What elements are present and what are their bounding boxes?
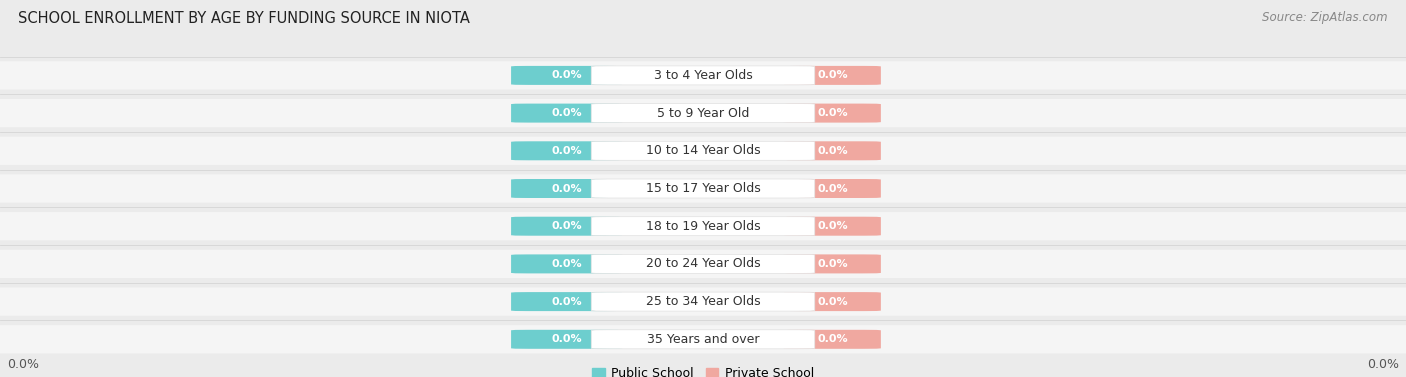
Text: 0.0%: 0.0% (817, 184, 848, 193)
FancyBboxPatch shape (785, 179, 880, 198)
Text: 0.0%: 0.0% (551, 108, 582, 118)
Text: 25 to 34 Year Olds: 25 to 34 Year Olds (645, 295, 761, 308)
Text: 0.0%: 0.0% (551, 221, 582, 231)
Text: 0.0%: 0.0% (817, 297, 848, 307)
Text: 0.0%: 0.0% (817, 221, 848, 231)
FancyBboxPatch shape (591, 141, 815, 160)
Text: 0.0%: 0.0% (817, 334, 848, 344)
Text: 0.0%: 0.0% (1367, 358, 1399, 371)
FancyBboxPatch shape (785, 141, 880, 160)
Text: 0.0%: 0.0% (551, 259, 582, 269)
Text: 0.0%: 0.0% (551, 70, 582, 80)
FancyBboxPatch shape (785, 66, 880, 85)
Text: 15 to 17 Year Olds: 15 to 17 Year Olds (645, 182, 761, 195)
Text: 35 Years and over: 35 Years and over (647, 333, 759, 346)
Text: 0.0%: 0.0% (551, 334, 582, 344)
FancyBboxPatch shape (785, 292, 880, 311)
FancyBboxPatch shape (0, 212, 1406, 241)
FancyBboxPatch shape (512, 330, 621, 349)
FancyBboxPatch shape (785, 330, 880, 349)
FancyBboxPatch shape (591, 179, 815, 198)
FancyBboxPatch shape (512, 66, 621, 85)
FancyBboxPatch shape (512, 104, 621, 123)
Text: 0.0%: 0.0% (817, 146, 848, 156)
FancyBboxPatch shape (0, 250, 1406, 278)
Text: 18 to 19 Year Olds: 18 to 19 Year Olds (645, 220, 761, 233)
Text: 0.0%: 0.0% (551, 184, 582, 193)
Text: 0.0%: 0.0% (551, 297, 582, 307)
FancyBboxPatch shape (591, 254, 815, 273)
Text: 20 to 24 Year Olds: 20 to 24 Year Olds (645, 257, 761, 270)
Text: Source: ZipAtlas.com: Source: ZipAtlas.com (1263, 11, 1388, 24)
FancyBboxPatch shape (512, 141, 621, 160)
FancyBboxPatch shape (591, 330, 815, 349)
FancyBboxPatch shape (0, 136, 1406, 165)
Text: 0.0%: 0.0% (817, 259, 848, 269)
Text: 0.0%: 0.0% (551, 146, 582, 156)
Text: 0.0%: 0.0% (7, 358, 39, 371)
Text: 3 to 4 Year Olds: 3 to 4 Year Olds (654, 69, 752, 82)
FancyBboxPatch shape (591, 66, 815, 85)
FancyBboxPatch shape (785, 217, 880, 236)
FancyBboxPatch shape (512, 217, 621, 236)
Text: 10 to 14 Year Olds: 10 to 14 Year Olds (645, 144, 761, 157)
Text: 0.0%: 0.0% (817, 70, 848, 80)
FancyBboxPatch shape (0, 61, 1406, 89)
FancyBboxPatch shape (785, 254, 880, 273)
FancyBboxPatch shape (512, 292, 621, 311)
FancyBboxPatch shape (512, 254, 621, 273)
FancyBboxPatch shape (591, 292, 815, 311)
FancyBboxPatch shape (785, 104, 880, 123)
Text: 0.0%: 0.0% (817, 108, 848, 118)
FancyBboxPatch shape (0, 174, 1406, 203)
FancyBboxPatch shape (591, 217, 815, 236)
Legend: Public School, Private School: Public School, Private School (592, 368, 814, 377)
Text: 5 to 9 Year Old: 5 to 9 Year Old (657, 107, 749, 120)
FancyBboxPatch shape (591, 104, 815, 123)
FancyBboxPatch shape (0, 325, 1406, 354)
Text: SCHOOL ENROLLMENT BY AGE BY FUNDING SOURCE IN NIOTA: SCHOOL ENROLLMENT BY AGE BY FUNDING SOUR… (18, 11, 470, 26)
FancyBboxPatch shape (512, 179, 621, 198)
FancyBboxPatch shape (0, 99, 1406, 127)
FancyBboxPatch shape (0, 287, 1406, 316)
